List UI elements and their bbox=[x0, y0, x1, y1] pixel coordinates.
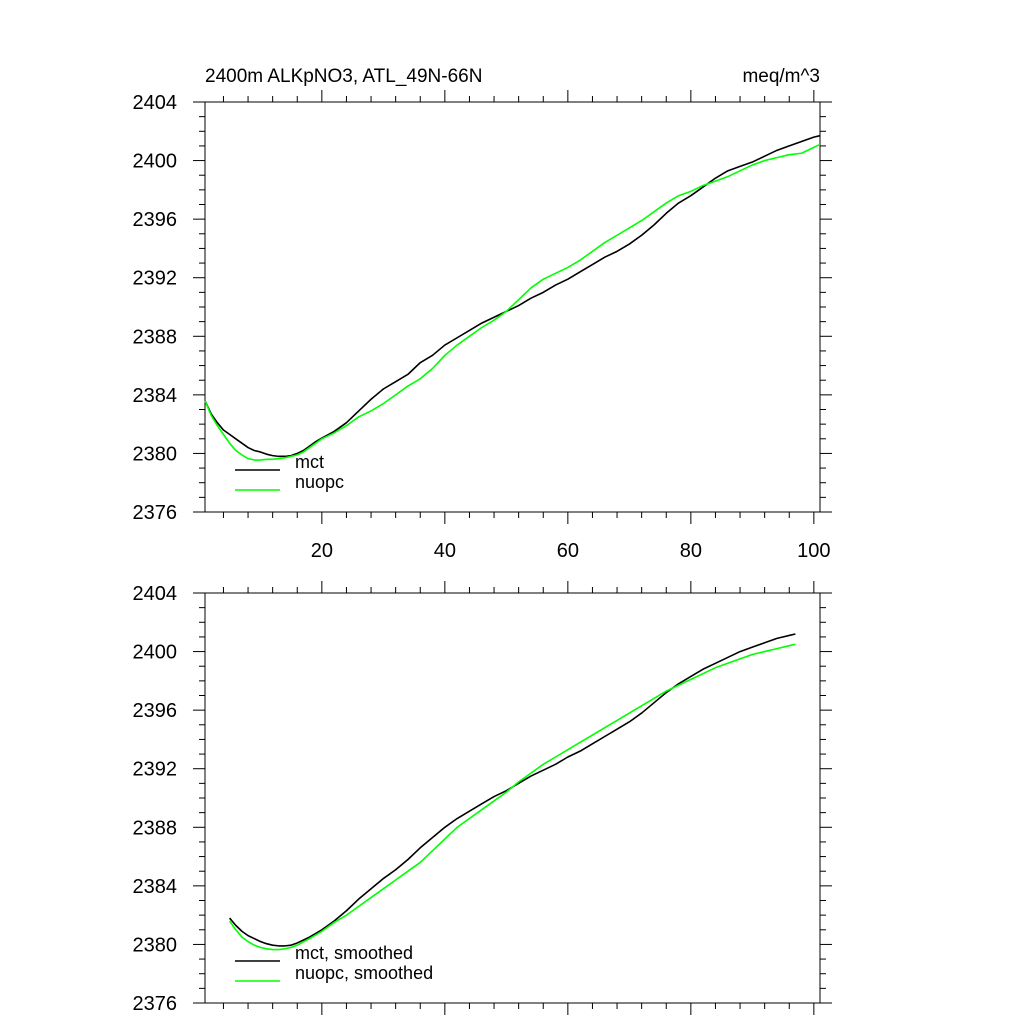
y-tick-label: 2380 bbox=[133, 934, 178, 956]
y-tick-label: 2388 bbox=[133, 326, 178, 348]
x-tick-label: 80 bbox=[680, 540, 702, 562]
legend-label: nuopc, smoothed bbox=[295, 963, 433, 983]
y-tick-label: 2388 bbox=[133, 817, 178, 839]
y-tick-label: 2376 bbox=[133, 502, 178, 524]
series-line-mct bbox=[204, 134, 821, 458]
y-tick-label: 2392 bbox=[133, 759, 178, 781]
legend-label: mct, smoothed bbox=[295, 943, 413, 963]
series-line-nuopc-smoothed bbox=[228, 643, 796, 951]
chart-title: 2400m ALKpNO3, ATL_49N-66N bbox=[205, 66, 482, 87]
x-tick-label: 40 bbox=[434, 540, 456, 562]
legend-label: mct bbox=[295, 452, 324, 472]
y-tick-label: 2392 bbox=[133, 268, 178, 290]
top-panel: 2400m ALKpNO3, ATL_49N-66N meq/m^3 23762… bbox=[133, 66, 832, 562]
series-lines-top bbox=[204, 134, 821, 461]
y-tick-label: 2404 bbox=[133, 583, 178, 605]
plot-frame-top bbox=[204, 101, 821, 513]
y-tick-label: 2396 bbox=[133, 700, 178, 722]
ticks-top: 2376 2380 2384 2388 2392 2396 2400 2404 20 40 60 80… bbox=[133, 90, 832, 562]
x-tick-label: 60 bbox=[557, 540, 579, 562]
legend-label: nuopc bbox=[295, 472, 344, 492]
x-tick-label: 20 bbox=[311, 540, 333, 562]
series-line-nuopc bbox=[204, 143, 821, 461]
y-tick-label: 2400 bbox=[133, 642, 178, 664]
plot-frame-bottom bbox=[204, 592, 821, 1004]
y-tick-label: 2380 bbox=[133, 443, 178, 465]
y-tick-label: 2404 bbox=[133, 92, 178, 114]
units-label: meq/m^3 bbox=[742, 66, 820, 87]
y-tick-label: 2384 bbox=[133, 876, 178, 898]
y-tick-label: 2376 bbox=[133, 993, 178, 1015]
y-tick-label: 2396 bbox=[133, 209, 178, 231]
x-tick-label: 100 bbox=[797, 540, 830, 562]
y-tick-label: 2384 bbox=[133, 385, 178, 407]
bottom-panel: 2376 2380 2384 2388 2392 2396 2400 2404 mct, sm… bbox=[133, 581, 832, 1015]
y-tick-label: 2400 bbox=[133, 151, 178, 173]
series-lines-bottom bbox=[228, 633, 796, 951]
series-line-mct-smoothed bbox=[228, 633, 796, 947]
ticks-bottom: 2376 2380 2384 2388 2392 2396 2400 2404 bbox=[133, 581, 832, 1015]
